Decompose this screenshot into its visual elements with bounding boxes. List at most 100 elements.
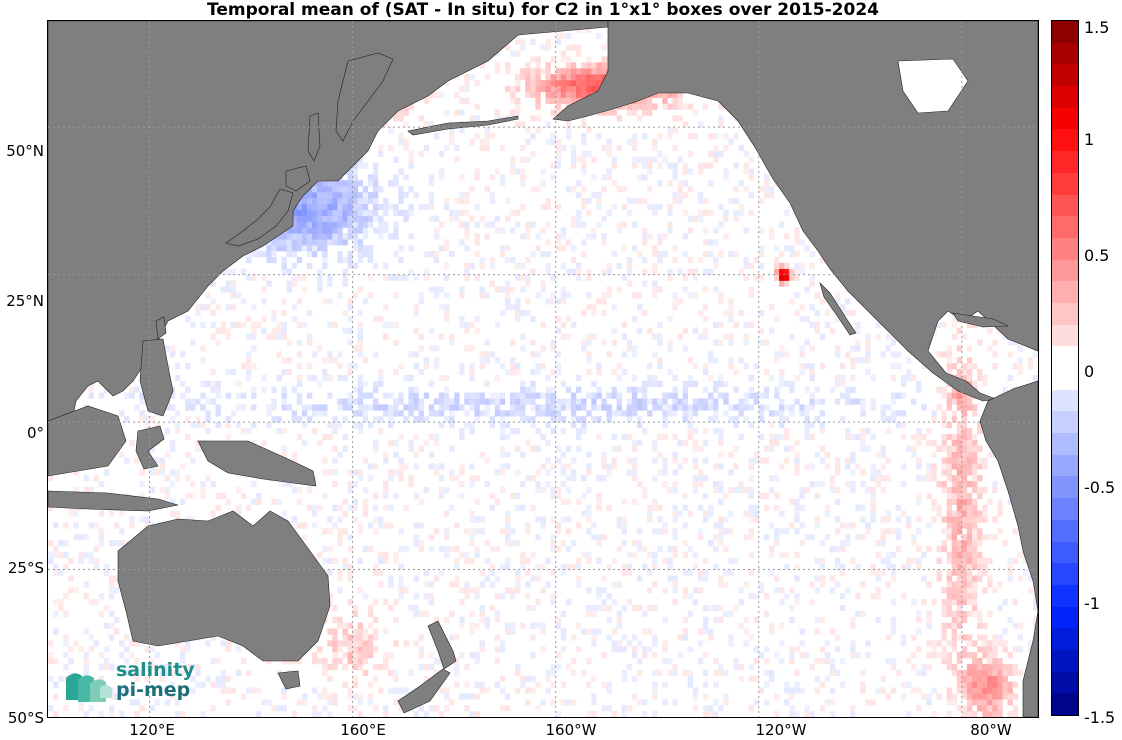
data-cell [611, 156, 617, 163]
data-cell [535, 363, 541, 370]
data-cell [723, 215, 729, 222]
data-cell [758, 186, 765, 193]
data-cell [657, 203, 663, 211]
data-cell [530, 221, 536, 228]
data-cell [357, 227, 364, 234]
data-cell [129, 669, 135, 677]
data-cell [281, 510, 287, 517]
data-cell [510, 410, 516, 417]
data-cell [388, 180, 394, 187]
data-cell [647, 162, 653, 169]
data-cell [479, 357, 485, 364]
data-cell [606, 410, 612, 417]
data-cell [332, 646, 338, 653]
map-panel[interactable] [48, 21, 1038, 717]
data-cell [489, 569, 496, 576]
data-cell [794, 528, 800, 535]
data-cell [525, 227, 531, 234]
data-cell [677, 115, 683, 122]
data-cell [428, 652, 435, 659]
data-cell [63, 634, 69, 641]
data-cell [185, 663, 191, 671]
data-cell [469, 610, 475, 618]
data-cell [48, 640, 54, 647]
data-cell [753, 274, 760, 281]
data-cell [713, 486, 719, 494]
data-cell [606, 144, 612, 152]
data-cell [631, 138, 638, 146]
data-cell [428, 581, 435, 588]
data-cell [433, 439, 440, 446]
data-cell [642, 268, 648, 275]
data-cell [682, 504, 688, 511]
data-cell [408, 233, 414, 240]
data-cell [784, 681, 790, 688]
data-cell [63, 675, 69, 682]
data-cell [357, 522, 364, 529]
data-cell [352, 203, 358, 211]
data-cell [647, 374, 653, 382]
data-cell [601, 339, 607, 346]
data-cell [378, 522, 384, 529]
data-cell [327, 298, 333, 305]
data-cell [576, 215, 582, 222]
data-cell [662, 422, 668, 429]
data-cell [444, 239, 450, 246]
data-cell [68, 510, 74, 517]
data-cell [713, 427, 719, 435]
data-cell [322, 215, 328, 222]
data-cell [697, 256, 704, 264]
data-cell [438, 410, 445, 417]
data-cell [332, 663, 338, 671]
data-cell [499, 245, 506, 252]
data-cell [301, 203, 308, 211]
data-cell [378, 516, 384, 523]
data-cell [779, 380, 785, 387]
data-cell [591, 192, 597, 199]
data-cell [586, 516, 592, 523]
data-cell [383, 451, 389, 458]
data-cell [702, 628, 709, 635]
data-cell [362, 203, 369, 211]
data-cell [779, 221, 785, 228]
data-cell [667, 339, 673, 346]
data-cell [449, 469, 455, 476]
data-cell [672, 528, 678, 535]
data-cell [525, 62, 531, 69]
data-cell [733, 663, 739, 671]
data-cell [367, 221, 374, 228]
data-cell [281, 481, 287, 488]
data-cell [352, 498, 358, 505]
data-cell [586, 469, 592, 476]
data-cell [596, 492, 602, 500]
data-cell [423, 663, 430, 671]
data-cell [626, 705, 633, 712]
data-cell [367, 475, 374, 482]
data-cell [459, 404, 465, 411]
data-cell [809, 374, 815, 382]
data-cell [565, 333, 572, 340]
data-cell [718, 115, 724, 122]
data-cell [520, 203, 526, 211]
data-cell [510, 286, 516, 293]
data-cell [469, 622, 475, 629]
data-cell [58, 540, 64, 547]
data-cell [728, 528, 734, 535]
data-cell [570, 563, 577, 570]
data-cell [489, 192, 496, 199]
data-cell [555, 91, 562, 98]
data-cell [327, 528, 333, 535]
data-cell [484, 575, 490, 582]
data-cell [403, 174, 409, 181]
data-cell [489, 545, 496, 553]
data-cell [804, 463, 810, 470]
data-cell [631, 404, 638, 411]
data-cell [291, 274, 298, 281]
data-cell [525, 569, 531, 576]
data-cell [357, 699, 364, 706]
data-cell [555, 622, 562, 629]
data-cell [347, 392, 353, 399]
data-cell [408, 156, 414, 163]
data-cell [779, 622, 785, 629]
data-cell [601, 575, 607, 582]
